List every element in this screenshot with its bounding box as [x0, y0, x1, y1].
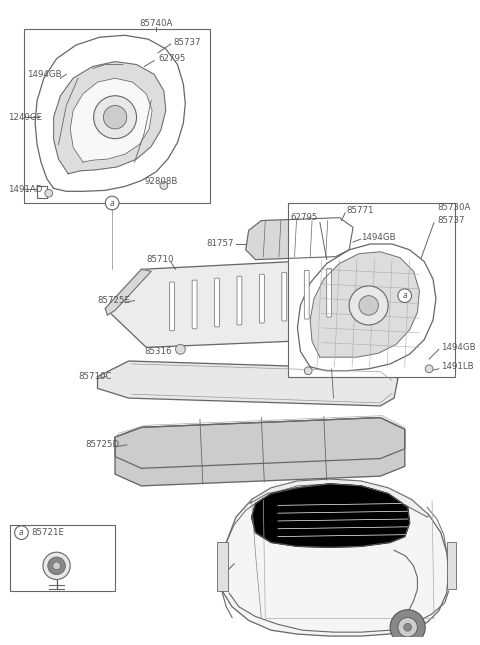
Polygon shape [70, 78, 152, 162]
Bar [288, 203, 456, 377]
Text: 62795: 62795 [158, 54, 185, 63]
Text: a: a [110, 199, 114, 208]
Circle shape [103, 106, 127, 129]
Circle shape [390, 610, 425, 645]
Text: 85710: 85710 [146, 255, 174, 264]
Text: 85710C: 85710C [78, 372, 111, 381]
Text: 85771: 85771 [346, 206, 374, 215]
FancyBboxPatch shape [304, 270, 309, 319]
Text: 1491AD: 1491AD [8, 185, 42, 194]
FancyBboxPatch shape [170, 282, 175, 331]
Circle shape [349, 286, 388, 325]
Text: 85725E: 85725E [97, 296, 131, 305]
Text: 1494GB: 1494GB [361, 233, 396, 242]
Polygon shape [97, 361, 398, 406]
Polygon shape [35, 35, 185, 192]
Text: 85737: 85737 [174, 37, 201, 46]
Bar [10, 525, 115, 591]
Circle shape [160, 182, 168, 190]
Polygon shape [115, 417, 405, 468]
Circle shape [404, 623, 411, 631]
Text: 62795: 62795 [290, 213, 318, 222]
Text: 1494GB: 1494GB [27, 70, 62, 79]
Polygon shape [105, 270, 151, 315]
Circle shape [94, 95, 136, 139]
Text: 81757: 81757 [206, 239, 234, 248]
Text: 1494GB: 1494GB [441, 343, 476, 352]
Circle shape [105, 196, 119, 210]
FancyBboxPatch shape [237, 276, 242, 325]
Bar [216, 542, 228, 591]
Circle shape [48, 557, 65, 575]
FancyBboxPatch shape [259, 274, 264, 323]
Circle shape [43, 552, 70, 579]
Circle shape [398, 617, 418, 637]
Circle shape [398, 289, 411, 303]
Text: 1491LB: 1491LB [441, 362, 473, 372]
Text: 85721E: 85721E [31, 528, 64, 537]
Text: 85740A: 85740A [139, 19, 173, 28]
FancyBboxPatch shape [282, 272, 287, 321]
Circle shape [45, 190, 53, 197]
Polygon shape [255, 484, 406, 510]
Text: 85730A: 85730A [437, 203, 470, 212]
Bar [447, 542, 456, 590]
Text: a: a [402, 291, 407, 300]
Polygon shape [298, 244, 436, 371]
Polygon shape [252, 484, 409, 548]
Circle shape [53, 562, 60, 570]
Polygon shape [250, 479, 429, 517]
Circle shape [14, 526, 28, 539]
Text: a: a [19, 528, 24, 537]
FancyBboxPatch shape [327, 268, 332, 317]
Text: 92808B: 92808B [144, 177, 178, 186]
Circle shape [176, 344, 185, 354]
Text: 85316: 85316 [144, 347, 172, 356]
Text: 85725D: 85725D [86, 441, 120, 450]
Polygon shape [246, 217, 353, 259]
Circle shape [304, 367, 312, 375]
Polygon shape [310, 252, 420, 357]
FancyBboxPatch shape [192, 280, 197, 329]
Polygon shape [105, 259, 380, 348]
Circle shape [359, 295, 378, 315]
Polygon shape [115, 417, 405, 486]
Bar [24, 30, 210, 203]
FancyBboxPatch shape [215, 278, 219, 327]
Circle shape [425, 365, 433, 373]
Polygon shape [222, 479, 449, 636]
Text: 1249GE: 1249GE [8, 113, 42, 122]
Text: 85737: 85737 [437, 216, 465, 225]
Polygon shape [54, 62, 166, 174]
